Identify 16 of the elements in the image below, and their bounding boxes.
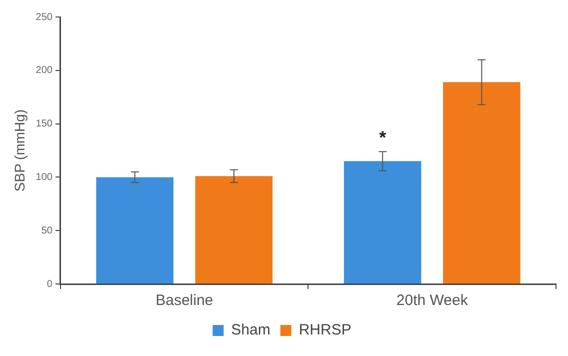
x-tick-label: 20th Week (396, 292, 468, 310)
bar (344, 161, 422, 284)
legend-label: RHRSP (298, 322, 352, 339)
bar (96, 177, 174, 284)
legend-label: Sham (231, 322, 270, 339)
y-tick-label: 200 (36, 65, 53, 76)
y-tick-label: 250 (36, 12, 53, 23)
y-tick-label: 0 (46, 278, 53, 290)
y-tick-label: 150 (36, 118, 53, 130)
y-tick-label: 50 (41, 225, 53, 236)
y-axis-title: SBP (mmHg) (11, 109, 28, 192)
bar (195, 176, 273, 284)
annotation: * (379, 128, 386, 148)
bar (443, 82, 520, 284)
x-tick-label: Baseline (156, 292, 214, 310)
y-tick-label: 100 (36, 172, 53, 183)
